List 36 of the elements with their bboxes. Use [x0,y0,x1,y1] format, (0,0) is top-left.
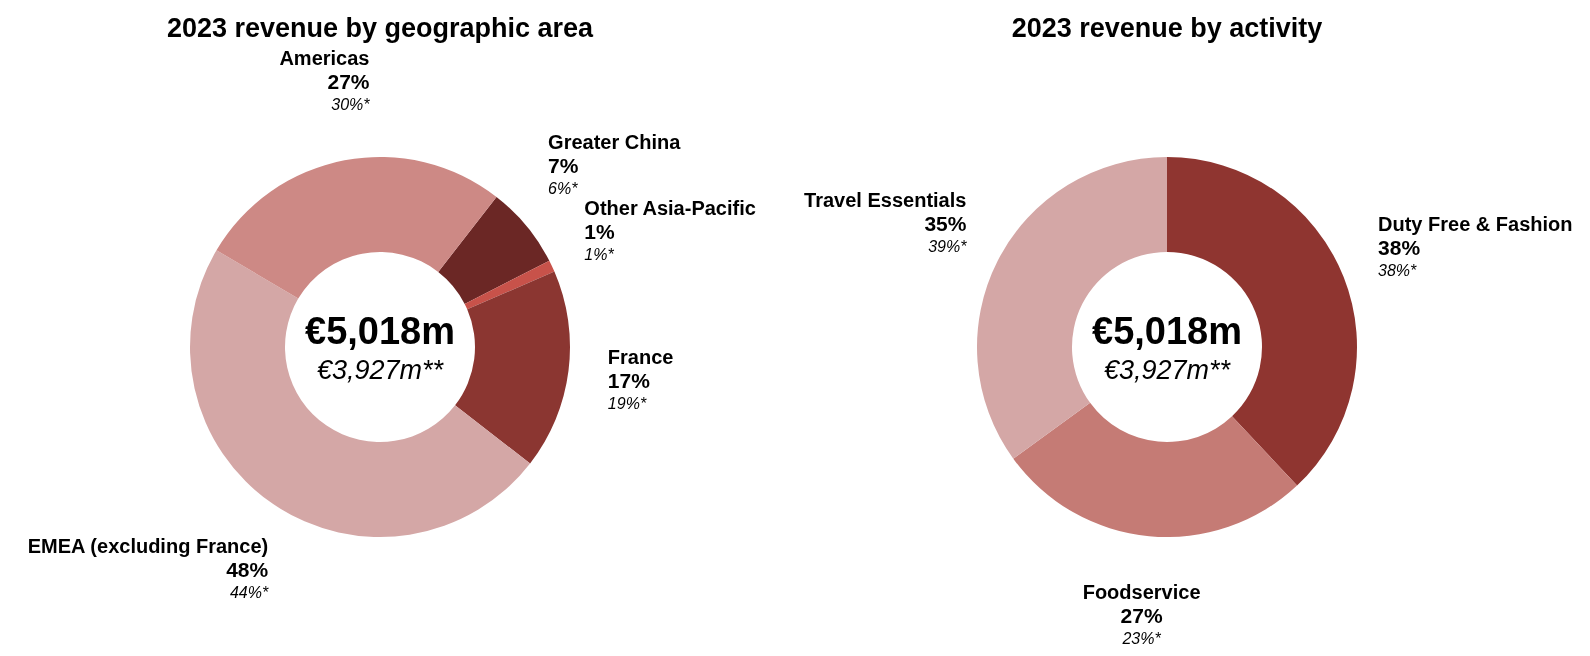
chart-title: 2023 revenue by activity [1011,13,1323,43]
donut-slice [464,260,555,310]
donut-slice [216,157,497,299]
text: 1%* [584,246,614,264]
slice-label: France [607,345,674,368]
data-label: 17% [607,368,651,392]
slice-label: Greater China [548,131,682,154]
text: 38%* [1378,261,1417,279]
text: 44%* [229,584,269,602]
slice-label: Duty Free & Fashion [1378,212,1573,235]
text: €5,018m [304,310,456,352]
slice-label: EMEA (excluding France) [27,535,269,558]
slice-label: Travel Essentials [804,189,967,212]
slice-label: Foodservice [1082,580,1201,603]
text: €5,018m [1091,310,1243,352]
donut-slice [455,271,570,464]
text: 30%* [331,95,370,113]
data-label: 48% [226,558,269,582]
data-label: 7% [548,154,579,178]
donut-slice [1013,402,1298,537]
data-label: 27% [327,69,370,93]
chart-title: 2023 revenue by geographic area [166,13,595,43]
text: 23%* [1122,629,1161,647]
data-label: 38% [1378,235,1421,259]
donut-slice [438,196,550,304]
text: 19%* [607,394,647,412]
text: €3,927m** [1103,355,1232,385]
data-label: 1% [584,220,616,244]
text: 39%* [928,238,967,256]
data-label: 35% [924,212,967,236]
slice-label: Americas [279,46,370,69]
text: 6%* [548,180,578,198]
text: €3,927m** [316,355,445,385]
slice-label: Other Asia-Pacific [584,197,756,220]
data-label: 27% [1120,603,1163,627]
donut-slice [190,250,531,537]
